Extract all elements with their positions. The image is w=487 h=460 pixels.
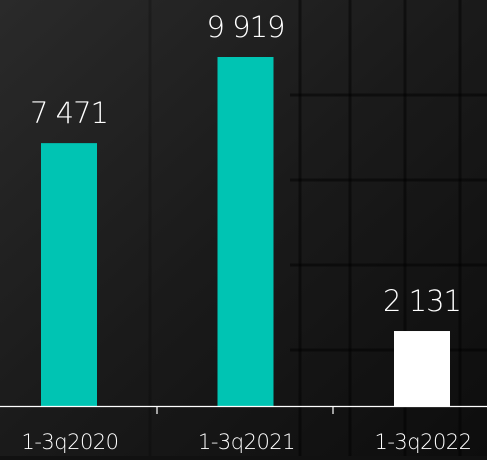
x-tick-label: 1-3q2020	[21, 430, 118, 454]
bar	[41, 143, 97, 406]
value-label: 7 471	[30, 96, 108, 130]
plot	[41, 57, 450, 406]
x-tick-label: 1-3q2022	[374, 430, 471, 454]
value-label: 2 131	[383, 284, 461, 318]
value-label: 9 919	[206, 10, 284, 44]
x-tick-label: 1-3q2021	[198, 430, 295, 454]
bar	[394, 331, 450, 406]
background-texture	[148, 0, 487, 456]
bar	[217, 57, 274, 406]
